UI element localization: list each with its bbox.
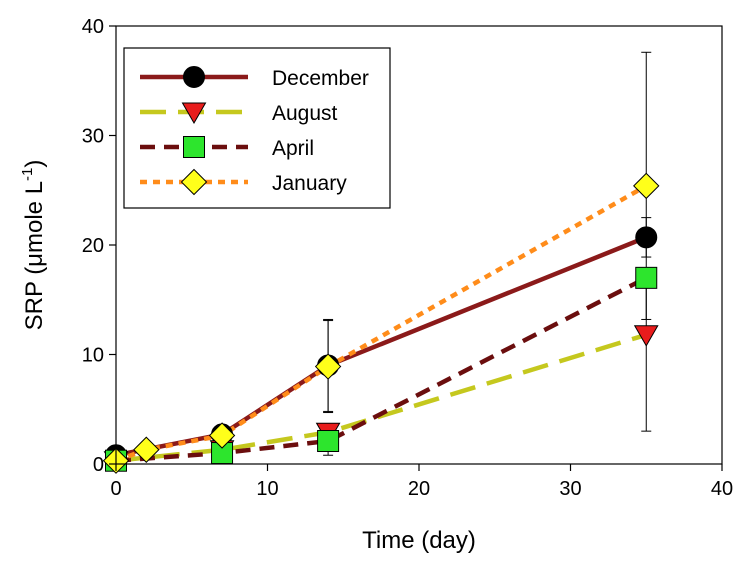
error-bar-extra-0 xyxy=(641,277,652,432)
marker-april-2 xyxy=(317,430,340,453)
series-line-december xyxy=(115,235,648,458)
legend-label-august: August xyxy=(272,102,338,125)
legend-label-january: January xyxy=(272,172,347,195)
marker-january-4 xyxy=(633,172,660,200)
legend-label-april: April xyxy=(272,137,314,160)
y-axis-title-unit: mole L xyxy=(21,181,48,253)
axis-ticks: 0 10 20 30 40 0 10 20 30 40 xyxy=(82,16,733,500)
y-tick-label-40: 40 xyxy=(82,16,104,38)
legend-item-january: January xyxy=(140,168,347,196)
legend-item-august: August xyxy=(140,102,338,125)
legend-item-december: December xyxy=(140,66,369,90)
y-axis-title-mu: μ xyxy=(21,253,48,267)
series-line-april xyxy=(115,275,648,463)
y-tick-label-0: 0 xyxy=(93,454,104,476)
y-tick-label-20: 20 xyxy=(82,235,104,257)
x-tick-label-10: 10 xyxy=(256,478,278,500)
marker-january-2 xyxy=(208,422,236,449)
legend: December August April January xyxy=(123,47,391,209)
series-lines xyxy=(115,183,648,463)
y-axis-title: SRP (μmole L-1) xyxy=(19,160,48,331)
y-tick-label-30: 30 xyxy=(82,126,104,148)
legend-swatch-marker-january xyxy=(180,168,208,196)
marker-january-1 xyxy=(133,436,160,463)
x-tick-label-40: 40 xyxy=(711,478,733,500)
marker-april-3 xyxy=(635,266,658,289)
y-axis-title-suffix: ) xyxy=(21,160,48,168)
legend-label-december: December xyxy=(272,67,369,90)
y-axis-title-prefix: SRP ( xyxy=(21,267,48,331)
x-axis-title: Time (day) xyxy=(362,527,476,554)
legend-swatch-marker-april xyxy=(183,136,205,158)
x-tick-label-0: 0 xyxy=(110,478,121,500)
series-line-january xyxy=(115,183,648,463)
marker-january-3 xyxy=(314,353,342,380)
legend-swatch-marker-august xyxy=(181,102,207,125)
marker-december-3 xyxy=(635,226,658,249)
x-tick-label-30: 30 xyxy=(559,478,581,500)
series-markers xyxy=(102,172,660,474)
legend-swatch-marker-december xyxy=(183,66,205,88)
x-tick-label-20: 20 xyxy=(408,478,430,500)
y-tick-label-10: 10 xyxy=(82,345,104,367)
marker-august-3 xyxy=(633,325,659,347)
y-axis-title-exponent: -1 xyxy=(19,168,36,181)
legend-item-april: April xyxy=(140,136,314,160)
